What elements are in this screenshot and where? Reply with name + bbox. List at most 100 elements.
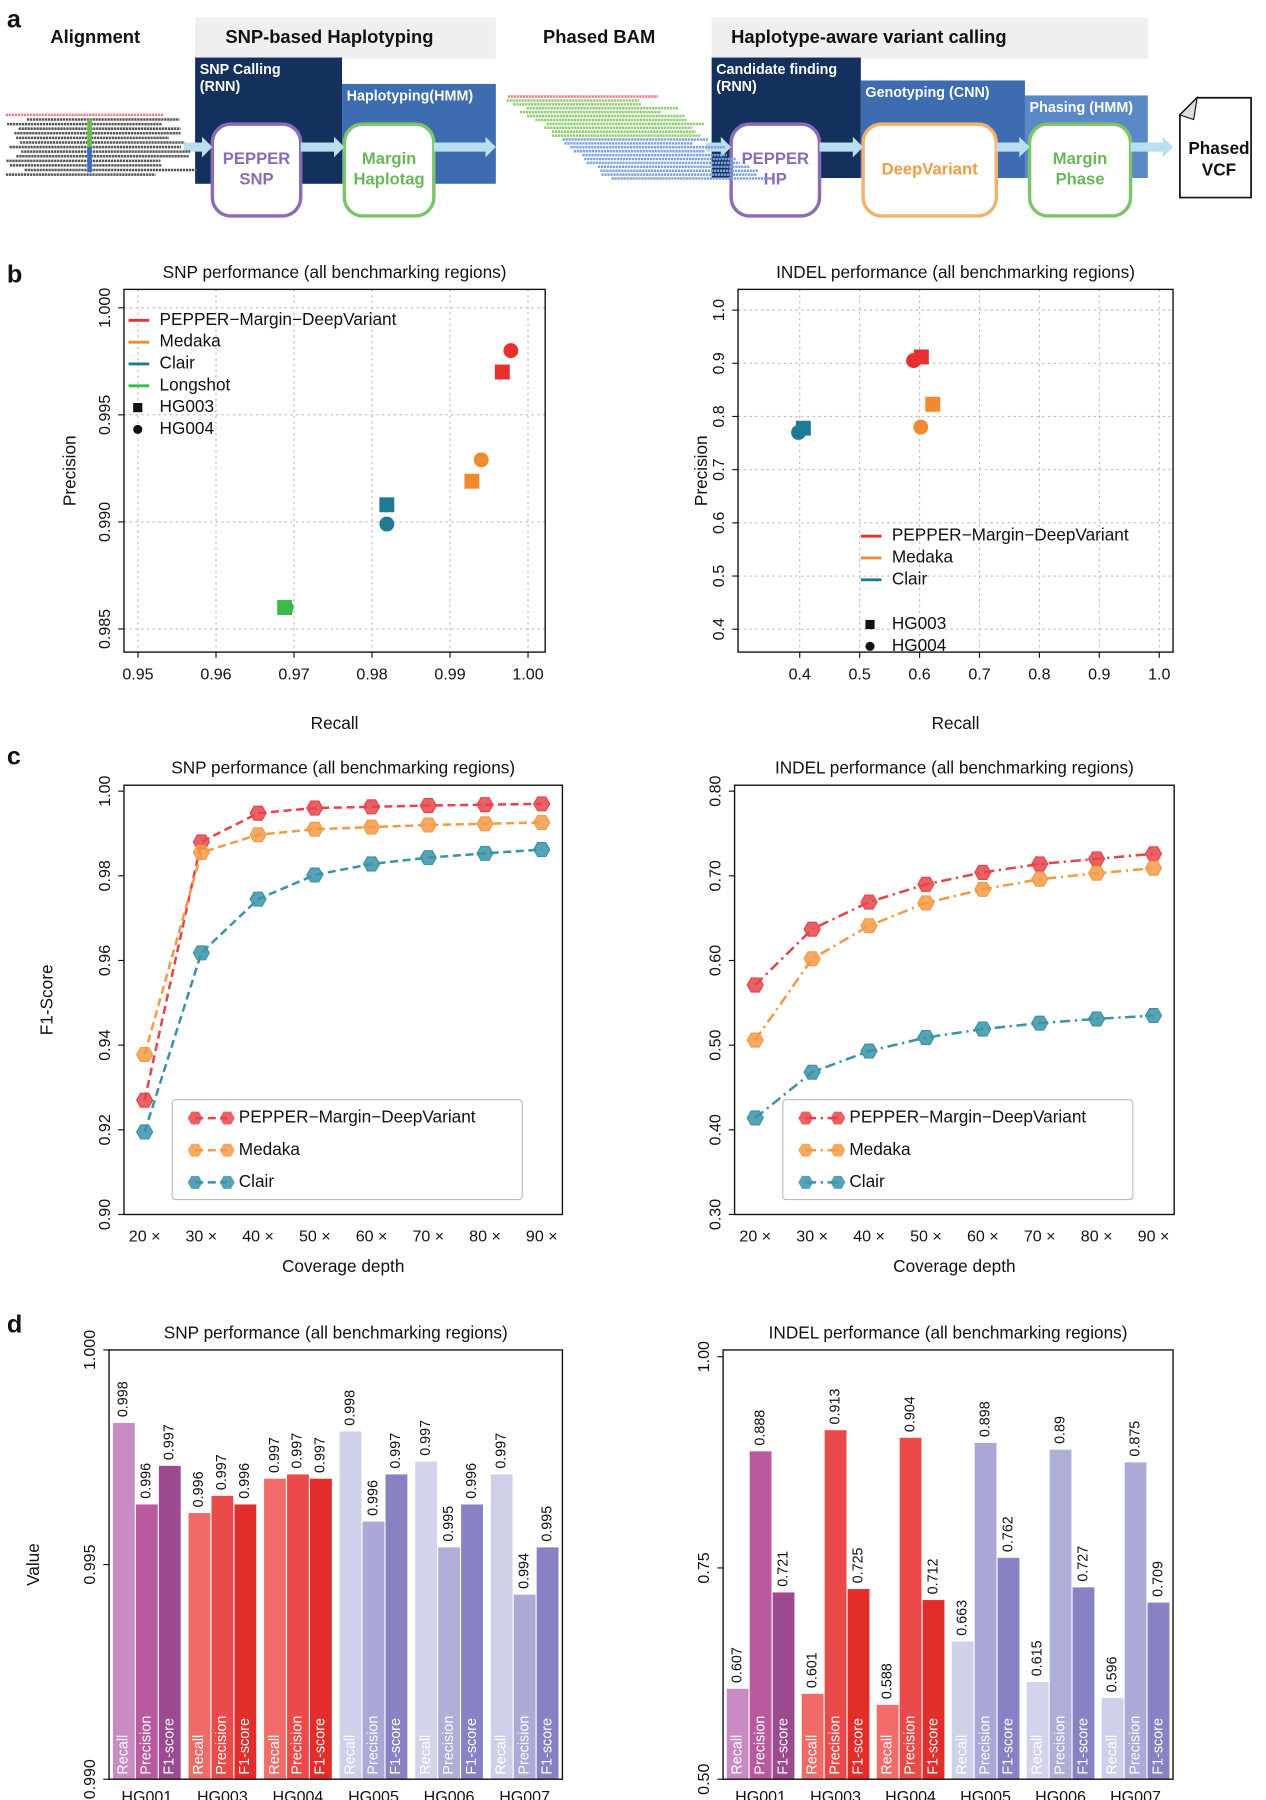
point (1087, 1011, 1106, 1027)
value-label: 0.663 (954, 1600, 970, 1636)
y-axis-label: Precision (60, 435, 80, 506)
legend-label: HG004 (892, 635, 947, 655)
bar (385, 1474, 408, 1780)
point (803, 921, 821, 937)
bar (490, 1474, 513, 1780)
legend-marker (133, 403, 143, 413)
point (278, 600, 294, 616)
x-tick-label: 0.95 (122, 665, 153, 683)
tool-box (729, 122, 822, 218)
legend-marker (187, 1143, 203, 1157)
y-tick-label: 0.92 (96, 1114, 114, 1145)
point (1144, 846, 1163, 862)
bar-series-label: Precision (139, 1716, 155, 1775)
y-tick-label: 0.7 (710, 458, 728, 480)
bar-series-label: F1-score (925, 1718, 941, 1775)
point (476, 797, 494, 813)
y-tick-label: 0.96 (96, 945, 114, 976)
value-label: 0.996 (139, 1463, 155, 1499)
step-label: SNP Calling (200, 62, 281, 78)
x-tick-label: HG004 (885, 1788, 936, 1800)
value-label: 0.997 (493, 1433, 509, 1469)
point (362, 799, 381, 815)
legend-label: HG003 (892, 613, 947, 633)
point (925, 396, 941, 412)
step-label: Haplotyping(HMM) (347, 88, 474, 104)
x-tick-label: 50 × (299, 1228, 331, 1246)
value-label: 0.727 (1075, 1546, 1091, 1582)
point (362, 856, 381, 872)
tool-label: PEPPER (223, 149, 290, 168)
point (503, 343, 519, 359)
bar (974, 1442, 997, 1780)
value-label: 0.996 (237, 1463, 253, 1499)
value-label: 0.762 (1000, 1516, 1016, 1552)
bar (847, 1589, 870, 1780)
legend-marker (830, 1111, 846, 1125)
bar (309, 1478, 332, 1780)
bar-series-label: F1-score (313, 1718, 329, 1775)
bar (1101, 1698, 1124, 1780)
bar (339, 1431, 362, 1780)
legend-label: PEPPER−Margin−DeepVariant (849, 1107, 1086, 1127)
value-label: 0.998 (116, 1381, 132, 1417)
bar (749, 1451, 772, 1780)
bar-series-label: Recall (342, 1735, 358, 1775)
legend-label: PEPPER−Margin−DeepVariant (160, 309, 397, 329)
stage-header: Alignment (50, 26, 140, 47)
value-label: 0.995 (441, 1506, 457, 1542)
y-tick-label: 0.5 (710, 565, 728, 587)
tool-label: DeepVariant (882, 159, 979, 178)
bar-series-label: Precision (214, 1716, 230, 1775)
point (803, 1064, 821, 1080)
tool-label: HP (764, 170, 787, 189)
y-tick-label: 0.6 (710, 512, 728, 534)
point (362, 819, 381, 835)
point (1144, 1007, 1163, 1024)
x-tick-label: HG004 (273, 1788, 324, 1800)
y-axis-label: Precision (691, 435, 711, 506)
plot-frame (722, 1349, 1174, 1780)
bar-series-label: Precision (441, 1716, 457, 1775)
arrow (183, 136, 213, 158)
series-line (754, 1014, 1154, 1119)
point (135, 1124, 154, 1140)
point (192, 945, 211, 961)
legend-marker (219, 1175, 235, 1189)
plot-frame (733, 784, 1175, 1216)
bar (211, 1495, 234, 1780)
bar (824, 1430, 847, 1780)
x-tick-label: 0.6 (908, 665, 930, 683)
point (135, 1046, 154, 1062)
bar (1124, 1462, 1147, 1780)
point (476, 845, 494, 861)
x-tick-label: 0.98 (356, 665, 387, 683)
legend-marker (219, 1111, 235, 1125)
x-tick-label: 80 × (1081, 1228, 1113, 1246)
point (192, 844, 211, 861)
plot-frame (737, 288, 1174, 653)
point (306, 821, 324, 837)
series-line (754, 866, 1154, 1041)
output-label: Phased (1188, 138, 1249, 158)
x-tick-label: 40 × (853, 1228, 885, 1246)
point (494, 364, 510, 380)
x-axis-label: Recall (932, 713, 980, 733)
value-label: 0.997 (267, 1437, 283, 1473)
value-label: 0.898 (977, 1401, 993, 1437)
step-label: Phasing (HMM) (1030, 100, 1134, 116)
legend-label: Medaka (892, 547, 954, 567)
stage-header: Phased BAM (543, 26, 655, 47)
y-axis-label: Value (23, 1543, 43, 1586)
variant-column (87, 147, 92, 173)
point (533, 814, 551, 831)
x-tick-label: 30 × (796, 1228, 828, 1246)
legend-label: Medaka (160, 331, 222, 351)
chart-title: SNP performance (all benchmarking region… (164, 1322, 508, 1342)
value-label: 0.996 (191, 1471, 207, 1507)
bar-series-label: Precision (827, 1716, 843, 1775)
bar-series-label: Precision (752, 1716, 768, 1775)
stage-band (195, 17, 496, 59)
x-tick-label: 70 × (1024, 1228, 1056, 1246)
point (860, 918, 878, 934)
